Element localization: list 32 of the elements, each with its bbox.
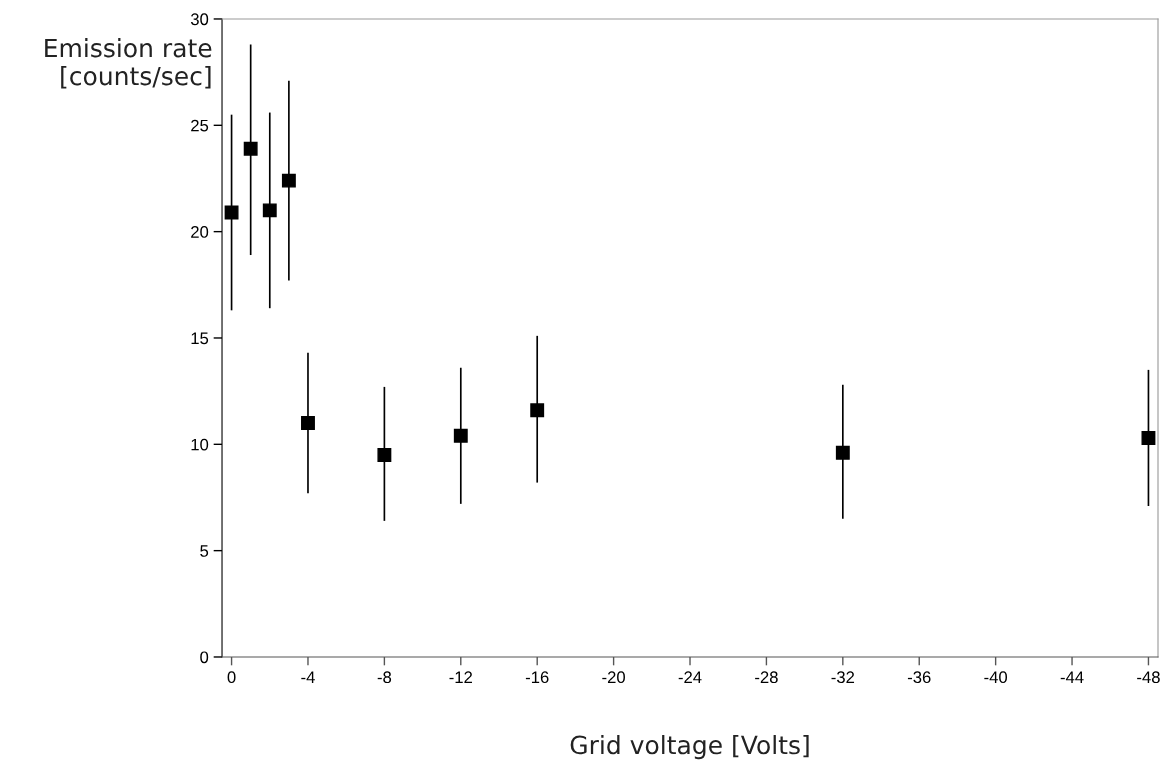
point xyxy=(281,173,296,188)
x-tick-label: -16 xyxy=(525,671,549,684)
x-tick-label: -4 xyxy=(301,671,315,683)
point xyxy=(301,416,315,430)
point xyxy=(243,141,258,156)
x-tick-label: -48 xyxy=(1137,671,1160,684)
x-tick-label: -36 xyxy=(907,671,931,684)
x-tick-label: -12 xyxy=(449,671,472,683)
point xyxy=(377,448,392,462)
x-axis-title: Grid voltage [Volts] xyxy=(570,735,809,760)
y-tick-label: 0 xyxy=(200,651,209,664)
x-tick-label: 0 xyxy=(227,671,236,684)
point xyxy=(1141,430,1156,445)
y-tick-label: 10 xyxy=(191,438,209,451)
x-tick-label: -32 xyxy=(831,671,855,684)
x-tick-label: -20 xyxy=(602,671,625,684)
x-tick-label: -28 xyxy=(755,671,778,684)
y-tick-label: 20 xyxy=(191,226,209,238)
y-tick-label: 5 xyxy=(200,545,209,557)
x-tick-label: -8 xyxy=(377,671,392,684)
x-tick-label: -44 xyxy=(1060,671,1084,683)
point xyxy=(262,203,277,218)
y-tick-label: 30 xyxy=(190,13,209,26)
y-tick-label: 25 xyxy=(191,119,209,132)
point xyxy=(453,428,468,443)
point xyxy=(224,205,239,220)
point xyxy=(835,445,850,460)
x-tick-label: -24 xyxy=(678,671,702,683)
point xyxy=(530,403,545,418)
y-tick-label: 15 xyxy=(191,332,209,345)
x-tick-label: -40 xyxy=(984,671,1008,684)
y-axis-title: Emission rate [counts/sec] xyxy=(45,38,212,89)
